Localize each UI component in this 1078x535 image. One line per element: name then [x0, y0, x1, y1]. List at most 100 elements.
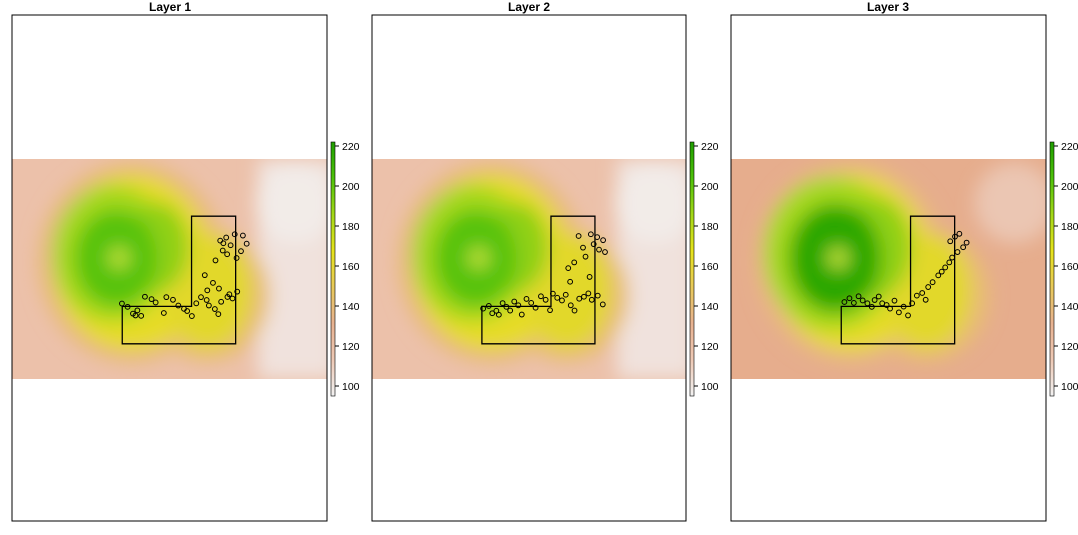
raster-layer — [12, 159, 327, 379]
sample-point — [855, 293, 862, 300]
sample-point — [913, 292, 920, 299]
sample-point — [905, 312, 911, 319]
sample-point — [952, 233, 958, 240]
sample-point — [938, 268, 945, 275]
sample-point — [935, 272, 942, 279]
legend-tick-label: 140 — [342, 301, 360, 313]
study-area-polygon — [121, 215, 237, 345]
legend-tick-label: 180 — [342, 221, 360, 233]
sample-point — [925, 284, 932, 290]
plot-frame — [730, 14, 1047, 522]
legend-colorbar — [1049, 141, 1055, 397]
study-area-polygon — [840, 215, 956, 345]
sample-point — [909, 300, 916, 307]
legend-tick-label: 180 — [1061, 221, 1078, 233]
sample-point — [581, 293, 587, 300]
sample-point — [600, 237, 607, 244]
sample-point — [887, 305, 893, 312]
sample-point — [495, 311, 502, 318]
sample-point — [895, 309, 902, 316]
sample-point — [900, 303, 907, 310]
sample-point — [956, 230, 963, 237]
color-legend: 100 120 140 160 180 200 220 — [689, 141, 719, 397]
raster-layer — [372, 159, 686, 379]
sample-point — [922, 296, 929, 303]
sample-point — [567, 278, 574, 285]
legend-tick-label: 100 — [342, 381, 360, 393]
color-legend: 100 120 140 160 180 200 220 — [1049, 141, 1078, 397]
sample-point — [871, 297, 878, 303]
sample-point — [599, 301, 606, 308]
sample-point — [480, 305, 487, 312]
study-area-polygon — [481, 215, 596, 345]
sample-point — [231, 231, 238, 238]
sample-point — [575, 233, 582, 239]
sample-point — [184, 308, 191, 314]
legend-tick-label: 200 — [701, 181, 719, 193]
sample-point — [960, 244, 967, 251]
sample-point — [226, 291, 233, 298]
sample-point — [567, 302, 574, 309]
legend-tick-label: 100 — [701, 381, 719, 393]
sample-point — [850, 299, 857, 306]
legend-tick-label: 180 — [701, 221, 719, 233]
sample-point — [523, 296, 530, 302]
legend-tick-label: 200 — [342, 181, 360, 193]
sample-point — [229, 295, 236, 302]
sample-point — [942, 264, 949, 271]
sample-point — [224, 251, 231, 258]
sample-point — [218, 298, 225, 305]
sample-point — [163, 294, 170, 301]
sample-point — [602, 249, 608, 255]
legend-tick-label: 220 — [342, 141, 360, 153]
panel-title: Layer 3 — [867, 0, 909, 14]
sample-point — [586, 274, 593, 280]
sample-point — [515, 302, 522, 309]
legend-tick-label: 140 — [701, 301, 719, 313]
sample-point — [588, 296, 595, 303]
sample-point — [152, 299, 159, 306]
sample-point — [220, 240, 227, 247]
sample-point — [211, 306, 218, 312]
sample-point — [243, 240, 250, 247]
sample-point — [518, 311, 525, 318]
sample-point — [538, 293, 544, 300]
panel-layer-3: Layer 3 100 120 140 160 180 200 220 — [730, 0, 1078, 522]
sample-point — [565, 265, 572, 272]
legend-tick-label: 100 — [1061, 381, 1078, 393]
sample-point — [148, 296, 155, 303]
sample-point — [571, 259, 578, 266]
sample-point — [175, 302, 182, 309]
color-legend: 100 120 140 160 180 200 220 — [330, 141, 360, 397]
legend-tick-label: 120 — [701, 341, 719, 353]
plot-frame — [371, 14, 687, 522]
sample-point — [576, 295, 583, 302]
sample-point — [507, 307, 514, 314]
sample-point — [590, 241, 597, 248]
sample-point — [954, 249, 961, 255]
sample-point — [542, 296, 549, 303]
sample-point — [493, 307, 500, 314]
legend-colorbar — [330, 141, 336, 397]
sample-point — [875, 293, 882, 300]
legend-tick-label: 220 — [701, 141, 719, 153]
sample-point — [596, 246, 602, 253]
plot-frame — [11, 14, 328, 522]
sample-point — [532, 304, 539, 311]
sample-point — [198, 294, 204, 301]
sample-point — [547, 307, 553, 314]
sample-point — [562, 291, 569, 298]
sample-point — [499, 300, 506, 307]
sample-point — [949, 254, 956, 261]
sample-point — [594, 292, 601, 299]
sample-point — [587, 231, 594, 238]
sample-point — [124, 303, 131, 310]
sample-point — [891, 297, 898, 304]
legend-tick-label: 120 — [342, 341, 360, 353]
legend-tick-label: 220 — [1061, 141, 1078, 153]
sample-point — [119, 300, 125, 307]
panel-title: Layer 2 — [508, 0, 550, 14]
sample-point — [489, 310, 496, 317]
sample-point — [582, 253, 589, 260]
